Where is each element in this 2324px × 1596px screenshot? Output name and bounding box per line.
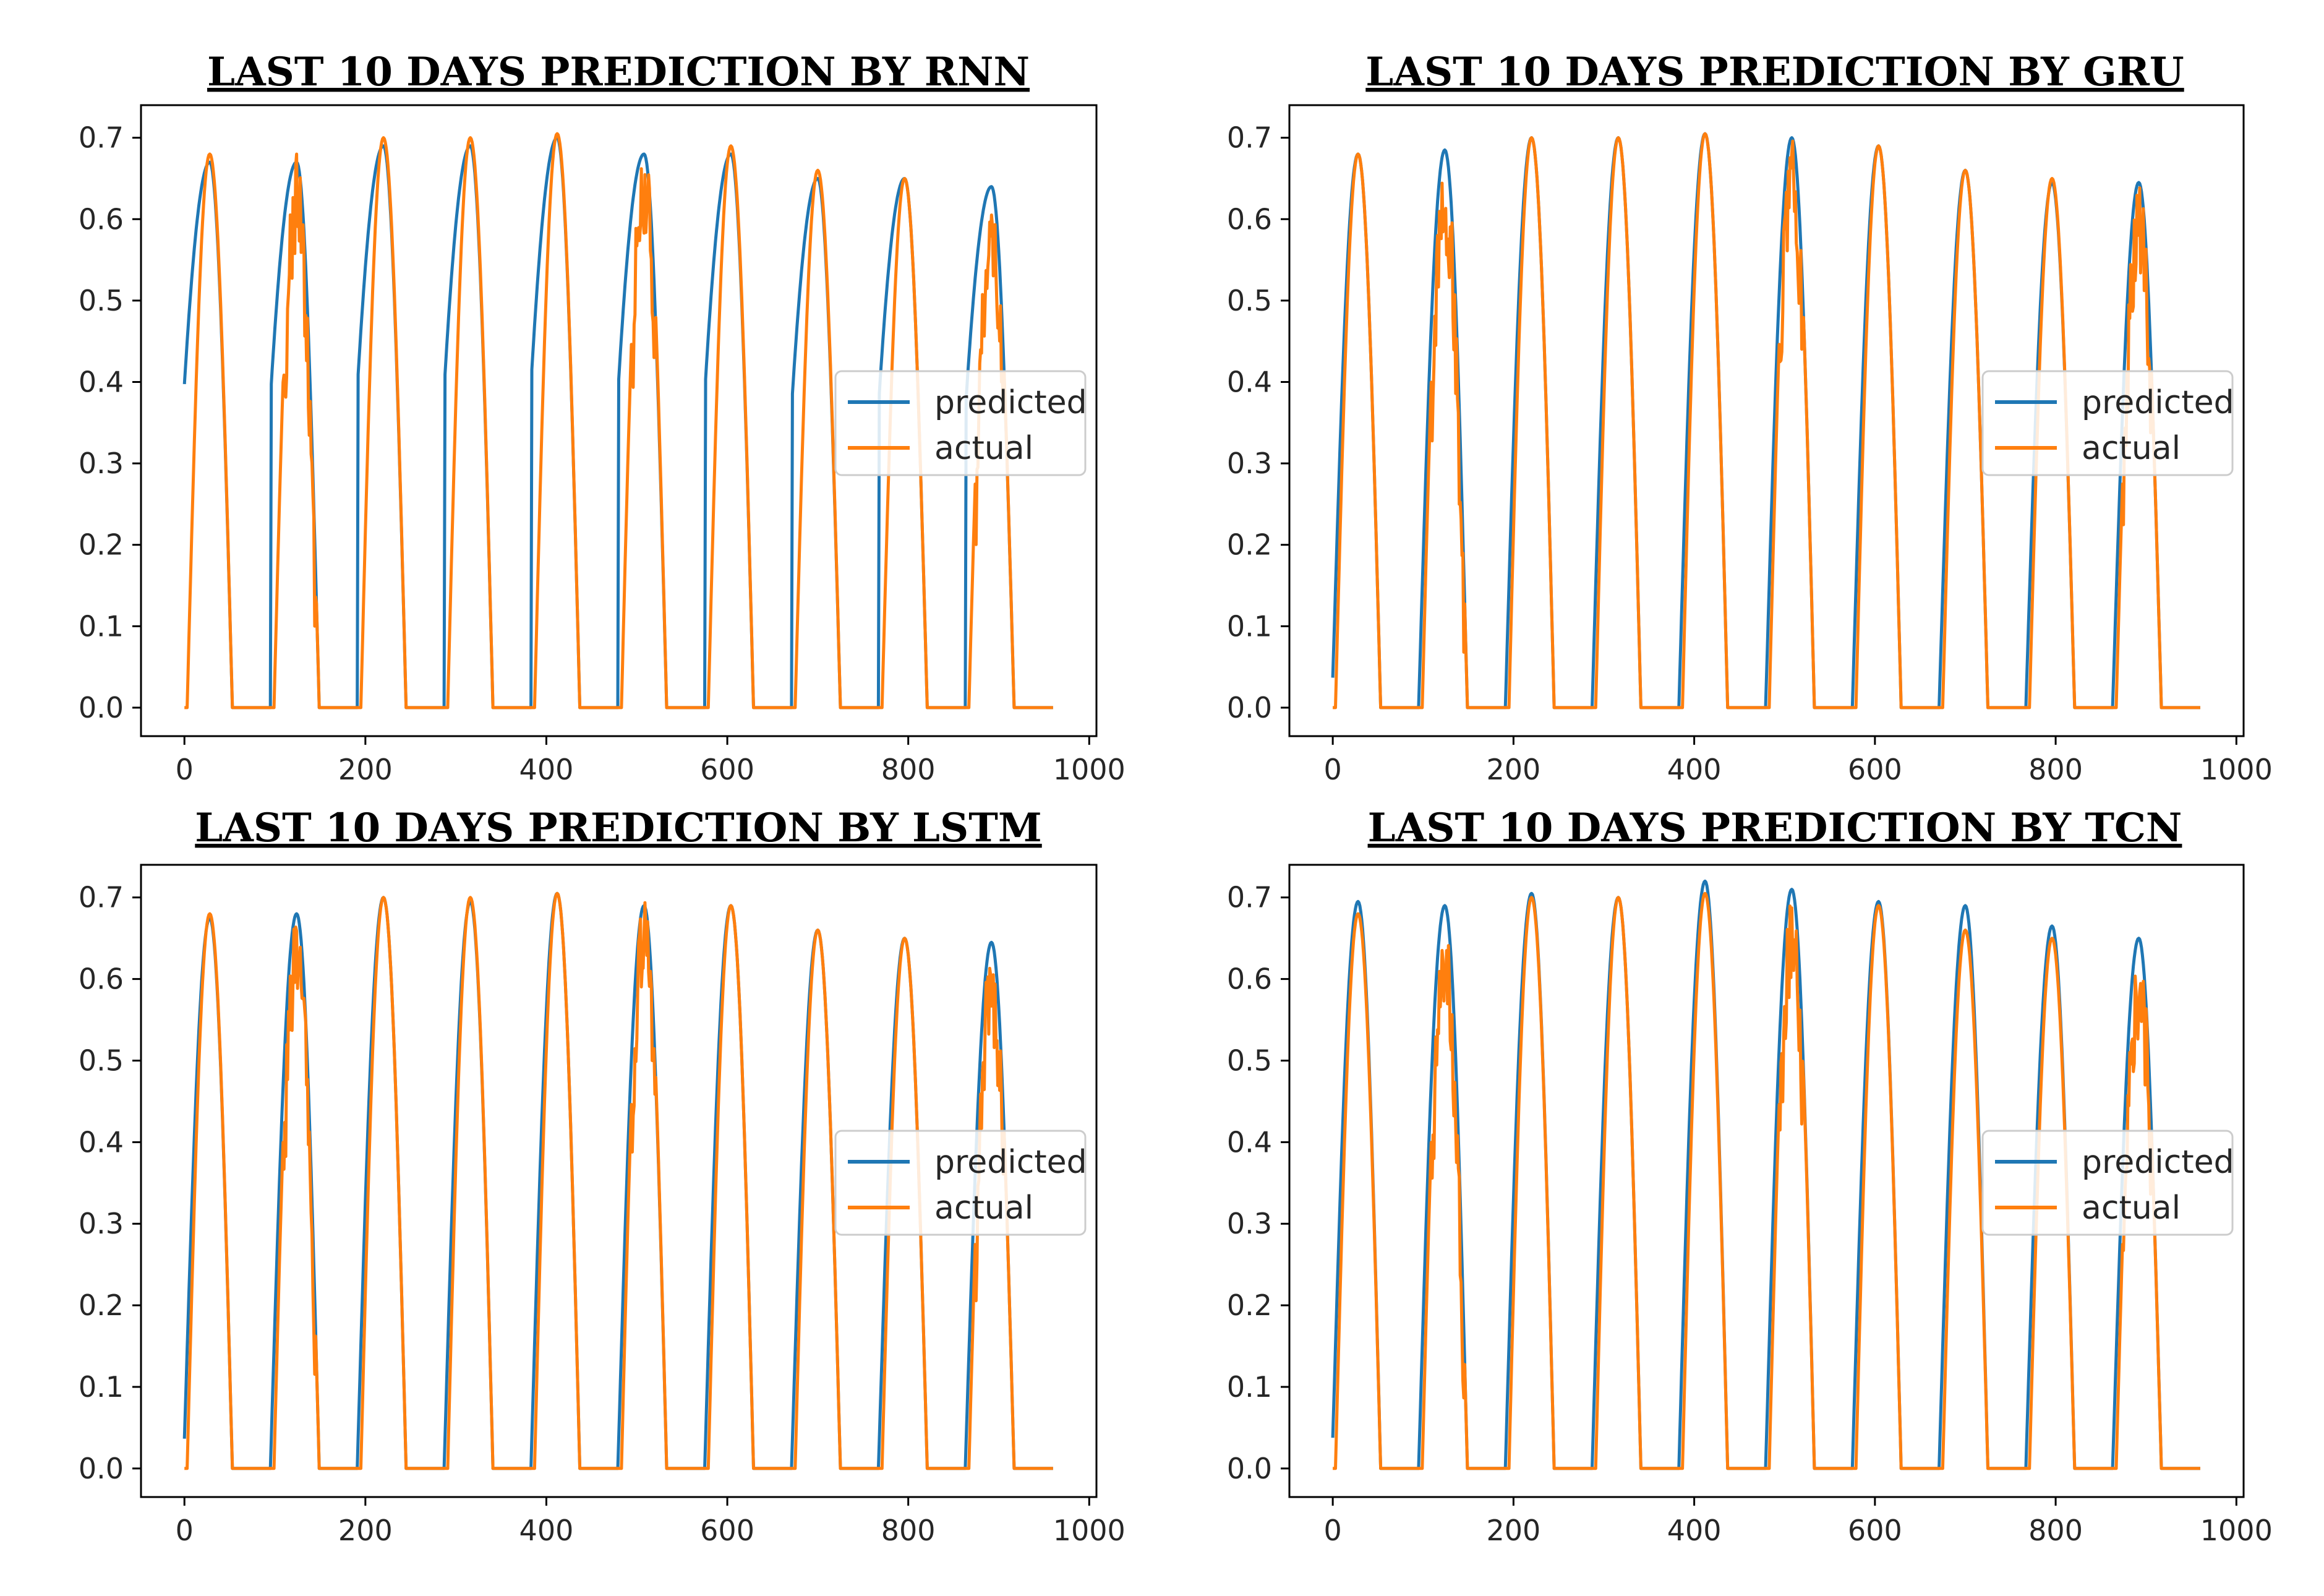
y-tick-label: 0.5 bbox=[79, 1044, 124, 1077]
y-tick-label: 0.3 bbox=[1227, 1207, 1272, 1240]
legend-label-actual: actual bbox=[2082, 430, 2181, 467]
y-tick-label: 0.4 bbox=[79, 365, 124, 398]
x-tick-label: 800 bbox=[2028, 1514, 2083, 1547]
x-tick-label: 1000 bbox=[1053, 1514, 1126, 1547]
y-tick-label: 0.2 bbox=[79, 528, 124, 562]
y-tick-label: 0.6 bbox=[79, 963, 124, 996]
x-tick-label: 400 bbox=[1667, 753, 1722, 786]
x-tick-label: 1000 bbox=[2200, 1514, 2273, 1547]
chart-title: LAST 10 DAYS PREDICTION BY TCN bbox=[1368, 805, 2182, 851]
y-tick-label: 0.7 bbox=[1227, 121, 1272, 155]
x-tick-label: 800 bbox=[881, 1514, 936, 1547]
legend-label-predicted: predicted bbox=[934, 1144, 1087, 1181]
series-line-actual bbox=[184, 891, 1054, 1470]
legend-label-predicted: predicted bbox=[2082, 1144, 2234, 1181]
y-tick-label: 0.4 bbox=[1227, 365, 1272, 398]
y-tick-label: 0.5 bbox=[79, 284, 124, 317]
x-tick-label: 400 bbox=[519, 1514, 574, 1547]
legend-label-actual: actual bbox=[934, 430, 1033, 467]
legend-label-predicted: predicted bbox=[934, 384, 1087, 421]
legend-label-actual: actual bbox=[2082, 1190, 2181, 1227]
plot-frame bbox=[1288, 864, 2245, 1498]
series-line-actual bbox=[1332, 891, 2201, 1470]
y-tick-label: 0.1 bbox=[1227, 609, 1272, 643]
x-tick-label: 0 bbox=[176, 753, 194, 786]
y-tick-label: 0.6 bbox=[1227, 202, 1272, 236]
y-tick-label: 0.2 bbox=[1227, 1289, 1272, 1322]
x-tick-label: 800 bbox=[881, 753, 936, 786]
y-tick-label: 0.0 bbox=[1227, 1452, 1272, 1485]
legend-label-actual: actual bbox=[934, 1190, 1033, 1227]
y-tick-label: 0.1 bbox=[1227, 1370, 1272, 1404]
plot-frame bbox=[140, 104, 1098, 737]
y-tick-label: 0.6 bbox=[1227, 963, 1272, 996]
x-tick-label: 800 bbox=[2028, 753, 2083, 786]
chart-title: LAST 10 DAYS PREDICTION BY LSTM bbox=[195, 805, 1041, 851]
y-tick-label: 0.7 bbox=[79, 881, 124, 914]
x-tick-label: 0 bbox=[1323, 1514, 1341, 1547]
x-tick-label: 400 bbox=[519, 753, 574, 786]
x-tick-label: 600 bbox=[1848, 1514, 1902, 1547]
x-tick-label: 400 bbox=[1667, 1514, 1722, 1547]
y-tick-label: 0.6 bbox=[79, 202, 124, 236]
chart-panel-3: LAST 10 DAYS PREDICTION BY LSTM 0 200 400 60… bbox=[79, 805, 1126, 1547]
y-tick-label: 0.3 bbox=[79, 1207, 124, 1240]
y-tick-label: 0.3 bbox=[1227, 447, 1272, 480]
x-tick-label: 0 bbox=[1323, 753, 1341, 786]
y-tick-label: 0.5 bbox=[1227, 1044, 1272, 1077]
plot-frame bbox=[1288, 104, 2245, 737]
plot-frame bbox=[140, 864, 1098, 1498]
y-tick-label: 0.7 bbox=[1227, 881, 1272, 914]
y-tick-label: 0.5 bbox=[1227, 284, 1272, 317]
x-tick-label: 200 bbox=[1486, 753, 1540, 786]
x-tick-label: 600 bbox=[700, 1514, 754, 1547]
x-tick-label: 600 bbox=[700, 753, 754, 786]
x-tick-label: 1000 bbox=[2200, 753, 2273, 786]
x-tick-label: 200 bbox=[338, 1514, 393, 1547]
y-tick-label: 0.7 bbox=[79, 121, 124, 155]
series-line-actual bbox=[1332, 132, 2201, 710]
y-tick-label: 0.1 bbox=[79, 1370, 124, 1404]
series-line-actual bbox=[184, 132, 1054, 710]
y-tick-label: 0.0 bbox=[79, 691, 124, 724]
x-tick-label: 600 bbox=[1848, 753, 1902, 786]
chart-panel-1: LAST 10 DAYS PREDICTION BY RNN 0 200 400 600… bbox=[79, 49, 1126, 786]
y-tick-label: 0.4 bbox=[79, 1125, 124, 1159]
y-tick-label: 0.2 bbox=[1227, 528, 1272, 562]
y-tick-label: 0.3 bbox=[79, 447, 124, 480]
x-tick-label: 200 bbox=[338, 753, 393, 786]
y-tick-label: 0.2 bbox=[79, 1289, 124, 1322]
legend-label-predicted: predicted bbox=[2082, 384, 2234, 421]
chart-panel-4: LAST 10 DAYS PREDICTION BY TCN 0 200 400 600… bbox=[1227, 805, 2273, 1547]
y-tick-label: 0.0 bbox=[1227, 691, 1272, 724]
chart-panel-2: LAST 10 DAYS PREDICTION BY GRU 0 200 400 600… bbox=[1227, 49, 2273, 786]
chart-title: LAST 10 DAYS PREDICTION BY RNN bbox=[207, 49, 1030, 95]
y-tick-label: 0.1 bbox=[79, 609, 124, 643]
x-tick-label: 0 bbox=[176, 1514, 194, 1547]
x-tick-label: 200 bbox=[1486, 1514, 1540, 1547]
x-tick-label: 1000 bbox=[1053, 753, 1126, 786]
y-tick-label: 0.4 bbox=[1227, 1125, 1272, 1159]
y-tick-label: 0.0 bbox=[79, 1452, 124, 1485]
chart-title: LAST 10 DAYS PREDICTION BY GRU bbox=[1365, 49, 2184, 95]
